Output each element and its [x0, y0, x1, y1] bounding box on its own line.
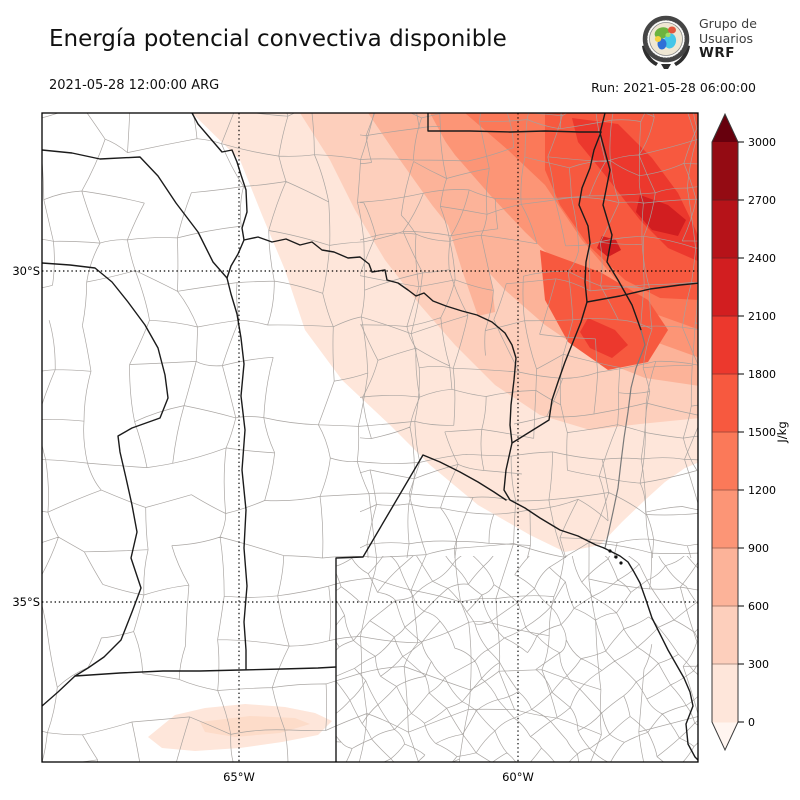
colorbar-tick-label: 2700 — [748, 194, 776, 207]
colorbar-arrow-over — [712, 114, 738, 142]
logo-line-1: Grupo de — [699, 16, 757, 31]
cape-band-300-600-patch-core — [200, 716, 310, 737]
colorbar-unit-label: J/kg — [775, 421, 789, 443]
province-boundary — [503, 131, 605, 549]
delta-island-dot — [608, 549, 612, 553]
province-boundary — [42, 262, 169, 707]
wrf-logo-globe-icon — [642, 15, 690, 69]
colorbar-segment — [712, 548, 738, 607]
cape-band-1500-1800 — [545, 113, 698, 300]
logo-line-3: WRF — [699, 45, 736, 61]
page-title: Energía potencial convectiva disponible — [49, 26, 507, 52]
department-boundary-lines — [336, 556, 698, 762]
cape-band-1500-1800 — [540, 250, 668, 370]
colorbar-segment — [712, 664, 738, 723]
logo-line-2: Usuarios — [699, 30, 754, 46]
river-boundary — [604, 329, 646, 549]
province-boundary — [599, 113, 642, 331]
wrf-logo-text: Grupo de Usuarios WRF — [699, 16, 757, 61]
colorbar-segment — [712, 200, 738, 259]
department-mesh-region — [336, 556, 698, 762]
colorbar-tick-label: 2100 — [748, 310, 776, 323]
colorbar-segment — [712, 432, 738, 491]
graticule-gridlines — [42, 113, 698, 762]
cape-band-2100-2400 — [636, 195, 686, 236]
colorbar-arrow-under — [712, 722, 738, 750]
province-boundary — [603, 547, 698, 761]
cape-band-1800-2100 — [580, 318, 628, 358]
delta-island-dot — [619, 561, 623, 565]
valid-time-label: 2021-05-28 12:00:00 ARG — [49, 78, 220, 93]
colorbar-segment — [712, 374, 738, 433]
run-time-label: Run: 2021-05-28 06:00:00 — [591, 80, 756, 95]
colorbar-tick-label: 1500 — [748, 426, 776, 439]
department-boundary-lines — [360, 113, 698, 558]
y-axis-tick-label: 30°S — [12, 264, 40, 278]
colorbar: 0 300 600 900 1200 1500 1800 2100 2400 2700 3000 J/… — [711, 112, 789, 752]
colorbar-segment — [712, 490, 738, 549]
colorbar-tick-label: 600 — [748, 600, 769, 613]
province-boundary — [586, 282, 698, 303]
province-boundary — [74, 666, 337, 677]
province-boundary — [427, 113, 602, 133]
province-boundary — [42, 149, 228, 279]
colorbar-tick-label: 900 — [748, 542, 769, 555]
colorbar-tick-label: 0 — [748, 716, 755, 729]
axis-tick-labels: 30°S 35°S 65°W 60°W — [12, 264, 534, 784]
cape-band-600-900-streak — [413, 113, 495, 316]
colorbar-segment — [712, 606, 738, 665]
colorbar-tick-label: 300 — [748, 658, 769, 671]
colorbar-segment — [712, 316, 738, 375]
province-boundary — [243, 236, 517, 444]
x-axis-tick-label: 65°W — [223, 770, 255, 784]
colorbar-tick-label: 3000 — [748, 136, 776, 149]
delta-island-dot — [614, 555, 618, 559]
province-boundaries — [42, 113, 698, 762]
colorbar-segment — [712, 258, 738, 317]
wrf-users-group-logo: Grupo de Usuarios WRF — [637, 11, 797, 73]
cape-shading-bands — [148, 113, 698, 751]
colorbar-tick-label: 2400 — [748, 252, 776, 265]
map-frame — [41, 112, 699, 763]
colorbar-segment — [712, 142, 738, 201]
x-axis-tick-label: 60°W — [502, 770, 534, 784]
colorbar-tick-label: 1800 — [748, 368, 776, 381]
department-mesh-region — [360, 113, 698, 558]
colorbar-tick-label: 1200 — [748, 484, 776, 497]
y-axis-tick-label: 35°S — [12, 595, 40, 609]
province-boundary — [335, 454, 507, 762]
